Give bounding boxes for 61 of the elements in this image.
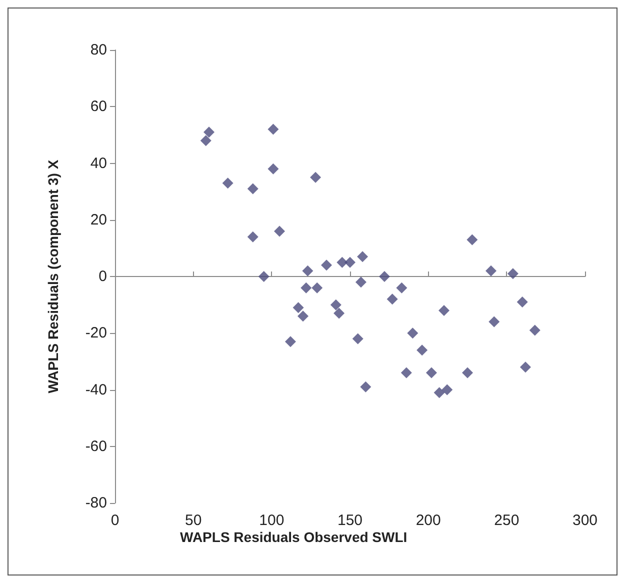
point [352,333,364,344]
point [488,316,500,328]
point [355,276,366,288]
point [300,282,312,294]
point [310,172,322,183]
point [386,294,398,305]
point [396,282,408,294]
point [274,226,285,237]
point [292,302,304,314]
point [516,296,528,308]
point [438,304,450,316]
point [298,310,308,322]
y-tick-label: 20 [90,211,107,228]
point [302,265,314,276]
point [204,126,214,138]
x-tick-label: 250 [494,512,520,529]
point [312,282,323,294]
point [321,260,332,271]
x-tick-label: 300 [572,512,598,529]
point [247,183,258,194]
point [268,163,279,174]
point [407,328,418,339]
point [426,367,437,378]
x-tick-label: 200 [416,512,441,529]
y-tick-label: -60 [85,438,107,455]
y-axis-title: WAPLS Residuals (component 3) X [45,159,61,394]
x-tick-label: 150 [337,512,363,529]
y-tick-label: 80 [90,42,107,58]
point [200,135,212,146]
y-tick-label: -80 [85,494,107,512]
point [434,387,445,398]
y-tick-label: -20 [85,324,107,342]
point [344,256,356,268]
x-tick-label: 0 [110,512,120,529]
point [466,234,478,246]
point [520,362,531,373]
y-tick-label: 60 [90,98,107,116]
point [330,299,342,310]
x-axis-title: WAPLS Residuals Observed SWLI [180,529,408,545]
y-tick-label: -40 [85,381,107,398]
point [334,308,345,319]
point [529,324,540,336]
point [486,265,496,276]
point [258,271,270,282]
point [222,178,234,189]
point [416,344,428,356]
point [336,256,348,268]
point [357,251,368,262]
x-tick-label: 50 [184,512,202,529]
x-tick-label: 100 [259,512,284,529]
point [378,271,390,282]
point [507,268,518,280]
point [462,367,473,378]
point [400,367,412,378]
point [360,381,372,392]
y-tick-label: 40 [90,154,107,172]
point [268,124,279,135]
y-tick-label: 0 [98,268,107,285]
point [442,384,453,396]
point [247,231,258,242]
point [284,336,296,348]
